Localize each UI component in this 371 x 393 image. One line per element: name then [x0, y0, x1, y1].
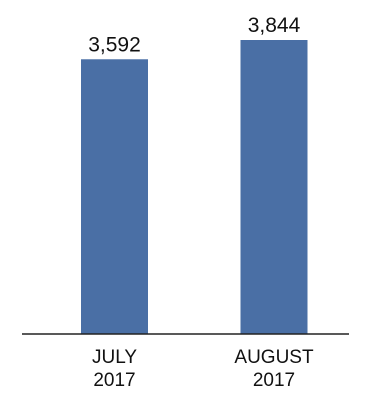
x-tick-label-2-line-2: 2017 — [253, 370, 295, 391]
bar-1 — [81, 59, 148, 334]
bar-2 — [240, 40, 308, 334]
x-tick-label-1-line-1: JULY — [92, 347, 137, 368]
data-label-2: 3,844 — [248, 14, 301, 37]
x-tick-label-2-line-1: AUGUST — [234, 347, 314, 368]
x-tick-label-1-line-2: 2017 — [93, 370, 135, 391]
value-labels-layer: 3,592 3,844 — [88, 14, 300, 56]
data-label-1: 3,592 — [88, 33, 141, 56]
bars-layer — [81, 40, 308, 334]
